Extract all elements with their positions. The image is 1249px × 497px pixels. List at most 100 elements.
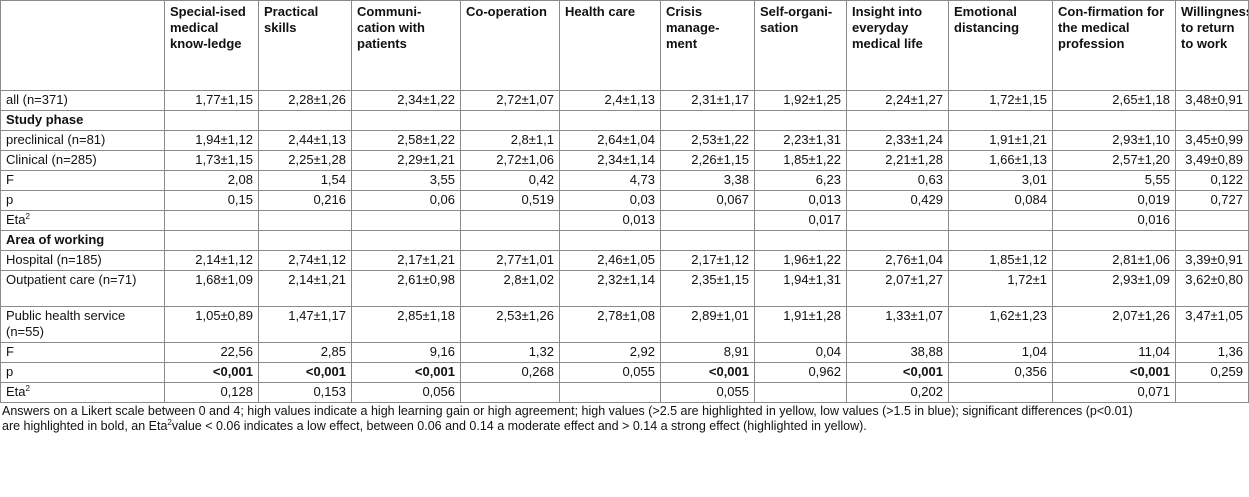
table-cell: 9,16 xyxy=(351,342,461,363)
row-label: all (n=371) xyxy=(0,90,165,111)
table-cell: 0,63 xyxy=(846,170,949,191)
table-cell: 2,21±1,28 xyxy=(846,150,949,171)
row-label: Eta2 xyxy=(0,210,165,231)
table-cell: 0,03 xyxy=(559,190,661,211)
table-cell: 1,96±1,22 xyxy=(754,250,847,271)
column-header: Self-organi-sation xyxy=(754,0,847,91)
table-row: Clinical (n=285) 1,73±1,15 2,25±1,28 2,29±1… xyxy=(0,150,1249,171)
table-cell: 5,55 xyxy=(1052,170,1176,191)
table-cell: 2,35±1,15 xyxy=(660,270,755,307)
table-cell: 2,8±1,02 xyxy=(460,270,560,307)
table-cell: 0,067 xyxy=(660,190,755,211)
table-cell: 3,55 xyxy=(351,170,461,191)
empty-cell xyxy=(559,110,661,131)
table-cell xyxy=(948,382,1053,403)
table-cell: 2,24±1,27 xyxy=(846,90,949,111)
section-row: Area of working xyxy=(0,230,1249,251)
empty-cell xyxy=(948,110,1053,131)
empty-cell xyxy=(351,110,461,131)
table-cell: 0,128 xyxy=(164,382,259,403)
table-cell: 2,93±1,10 xyxy=(1052,130,1176,151)
table-cell: 2,17±1,21 xyxy=(351,250,461,271)
empty-cell xyxy=(660,230,755,251)
empty-cell xyxy=(754,230,847,251)
table-row: F 2,08 1,54 3,55 0,42 4,73 3,38 6,23 0,63 3,01 5,5… xyxy=(0,170,1249,191)
table-cell: 0,017 xyxy=(754,210,847,231)
table-cell: 2,58±1,22 xyxy=(351,130,461,151)
table-cell: 2,34±1,22 xyxy=(351,90,461,111)
column-header: Crisis manage-ment xyxy=(660,0,755,91)
table-cell: 0,153 xyxy=(258,382,352,403)
table-cell: 2,31±1,17 xyxy=(660,90,755,111)
table-cell: 2,8±1,1 xyxy=(460,130,560,151)
row-label: Eta2 xyxy=(0,382,165,403)
section-label: Area of working xyxy=(0,230,165,251)
empty-cell xyxy=(846,110,949,131)
row-label: F xyxy=(0,170,165,191)
table-cell: 3,39±0,91 xyxy=(1175,250,1249,271)
table-cell: 0,016 xyxy=(1052,210,1176,231)
table-footnote: Answers on a Likert scale between 0 and … xyxy=(0,404,1154,434)
row-label: Hospital (n=185) xyxy=(0,250,165,271)
table-cell: 0,013 xyxy=(559,210,661,231)
section-row: Study phase xyxy=(0,110,1249,131)
table-cell: 2,07±1,26 xyxy=(1052,306,1176,343)
empty-cell xyxy=(258,230,352,251)
table-cell: 0,727 xyxy=(1175,190,1249,211)
table-cell: 3,38 xyxy=(660,170,755,191)
column-header: Insight into everyday medical life xyxy=(846,0,949,91)
row-label: preclinical (n=81) xyxy=(0,130,165,151)
table-cell: <0,001 xyxy=(1052,362,1176,383)
table-cell: 2,57±1,20 xyxy=(1052,150,1176,171)
column-header: Willingness to return to work xyxy=(1175,0,1249,91)
table-cell: 0,268 xyxy=(460,362,560,383)
table-cell: 3,47±1,05 xyxy=(1175,306,1249,343)
table-cell: 0,019 xyxy=(1052,190,1176,211)
table-row: Outpatient care (n=71) 1,68±1,09 2,14±1,21… xyxy=(0,270,1249,307)
table-cell: 2,33±1,24 xyxy=(846,130,949,151)
row-label-text: all (n=371) xyxy=(6,92,68,107)
table-cell: 2,61±0,98 xyxy=(351,270,461,307)
table-cell: 1,91±1,21 xyxy=(948,130,1053,151)
table-cell: 2,17±1,12 xyxy=(660,250,755,271)
column-header: Communi-cation with patients xyxy=(351,0,461,91)
table-cell: 0,055 xyxy=(660,382,755,403)
column-header: Practical skills xyxy=(258,0,352,91)
table-cell xyxy=(1175,210,1249,231)
table-cell: 1,54 xyxy=(258,170,352,191)
table-cell xyxy=(460,382,560,403)
table-cell: 1,33±1,07 xyxy=(846,306,949,343)
table-row: p <0,001 <0,001 <0,001 0,268 0,055 <0,001 0,962… xyxy=(0,362,1249,383)
table-cell: 4,73 xyxy=(559,170,661,191)
row-label: Clinical (n=285) xyxy=(0,150,165,171)
table-cell: 3,49±0,89 xyxy=(1175,150,1249,171)
empty-cell xyxy=(460,230,560,251)
row-label-text: F xyxy=(6,344,14,359)
table-cell: 0,084 xyxy=(948,190,1053,211)
table-cell: 0,42 xyxy=(460,170,560,191)
table-cell: 0,202 xyxy=(846,382,949,403)
table-cell: 1,68±1,09 xyxy=(164,270,259,307)
empty-cell xyxy=(1052,230,1176,251)
table-cell: 2,72±1,07 xyxy=(460,90,560,111)
row-label-text: F xyxy=(6,172,14,187)
table-cell: 2,34±1,14 xyxy=(559,150,661,171)
table-cell: 1,91±1,28 xyxy=(754,306,847,343)
footnote-text-2: value < 0.06 indicates a low effect, bet… xyxy=(171,419,867,433)
column-header: Health care xyxy=(559,0,661,91)
table-cell: 2,14±1,12 xyxy=(164,250,259,271)
row-label-text: preclinical (n=81) xyxy=(6,132,106,147)
table-cell: 1,62±1,23 xyxy=(948,306,1053,343)
column-header: Emotional distancing xyxy=(948,0,1053,91)
empty-cell xyxy=(1175,230,1249,251)
table-cell: 2,85 xyxy=(258,342,352,363)
table-cell: 0,15 xyxy=(164,190,259,211)
table-row: Hospital (n=185) 2,14±1,12 2,74±1,12 2,17±1… xyxy=(0,250,1249,271)
table-cell: 2,46±1,05 xyxy=(559,250,661,271)
table-cell: 1,85±1,12 xyxy=(948,250,1053,271)
table-cell: 1,66±1,13 xyxy=(948,150,1053,171)
table-cell: 11,04 xyxy=(1052,342,1176,363)
table-cell: 3,01 xyxy=(948,170,1053,191)
table-cell: 2,78±1,08 xyxy=(559,306,661,343)
